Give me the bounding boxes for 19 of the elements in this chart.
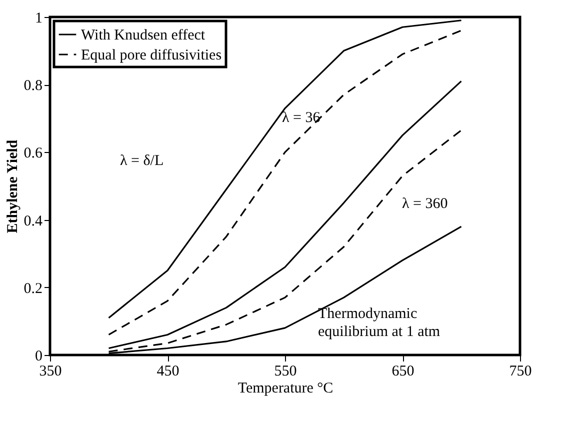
x-tick-label: 650	[392, 364, 414, 380]
y-tick-label: 0.6	[24, 146, 43, 162]
annotation: λ = 360	[402, 196, 448, 212]
legend-label: With Knudsen effect	[81, 28, 206, 44]
y-tick-label: 0.8	[24, 78, 42, 94]
y-tick-label: 0.2	[24, 280, 42, 297]
y-tick-label: 0	[35, 348, 42, 364]
legend-label: Equal pore diffusivities	[81, 48, 222, 64]
x-tick-label: 750	[509, 364, 532, 380]
y-axis-title: Ethylene Yield	[4, 139, 21, 234]
x-axis-title: Temperature °C	[238, 380, 334, 396]
y-tick-label: 1	[35, 10, 42, 26]
x-tick-label: 450	[156, 364, 180, 380]
y-tick-label: 0.4	[24, 213, 43, 230]
x-tick-label: 350	[39, 364, 62, 380]
x-tick-label: 550	[274, 364, 297, 380]
line-series	[108, 80, 462, 350]
annotation: λ = δ/L	[120, 153, 164, 169]
annotation: Thermodynamic equilibrium at 1 atm	[318, 306, 440, 340]
